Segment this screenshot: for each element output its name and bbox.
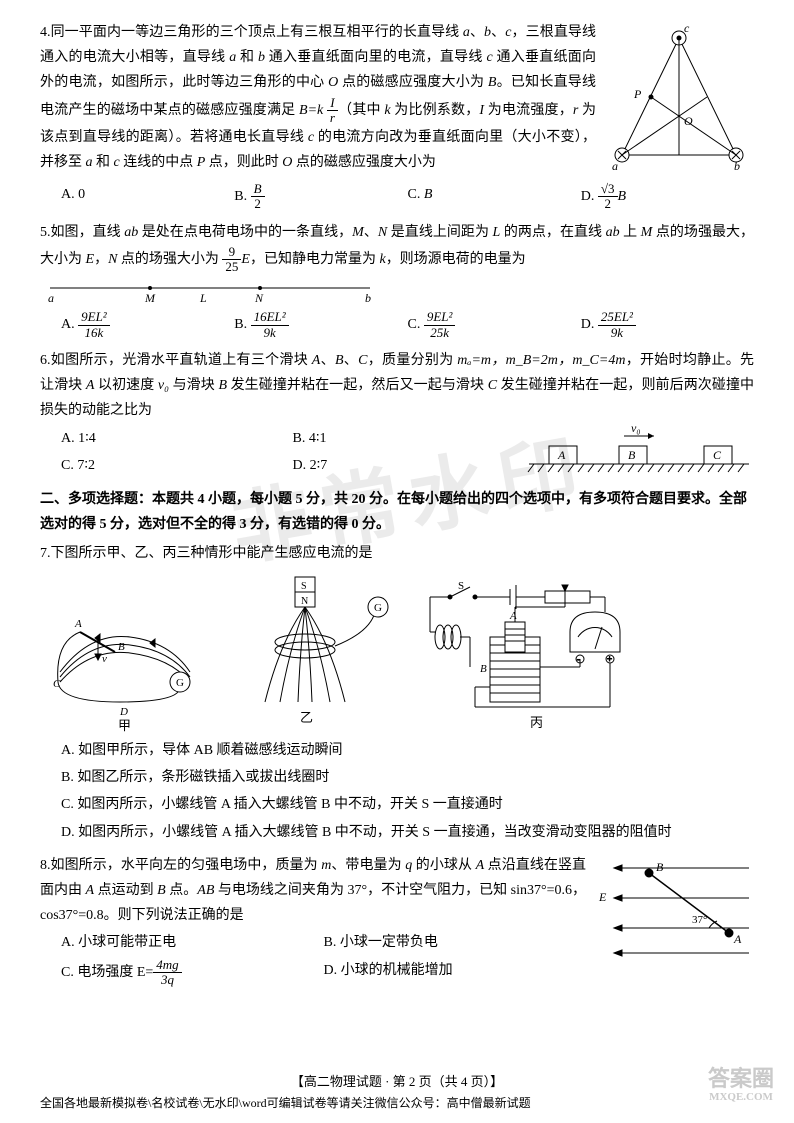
q7-number: 7.: [40, 546, 51, 561]
q6-options: A. 1∶4 B. 4∶1 C. 7∶2 D. 2∶7: [40, 424, 524, 478]
corner-l1: 答案圈: [708, 1067, 774, 1091]
svg-text:A: A: [557, 448, 566, 462]
label-b: b: [734, 159, 740, 173]
question-5: 5.如图，直线 ab 是处在点电荷电场中的一条直线，M、N 是直线上间距为 L …: [40, 220, 754, 340]
blocks-track-svg: A B C v₀: [524, 424, 754, 479]
svg-text:37°: 37°: [692, 914, 707, 926]
q5-text: 5.如图，直线 ab 是处在点电荷电场中的一条直线，M、N 是直线上间距为 L …: [40, 220, 754, 275]
q5-number: 5.: [40, 225, 51, 240]
q7-optB: B. 如图乙所示，条形磁铁插入或拔出线圈时: [61, 765, 754, 790]
q5-optB: B. 16EL²9k: [234, 310, 407, 340]
svg-text:A: A: [509, 610, 517, 622]
q6-number: 6.: [40, 353, 51, 368]
svg-text:B: B: [118, 641, 125, 653]
section-2-header: 二、多项选择题：本题共 4 小题，每小题 5 分，共 20 分。在每小题给出的四…: [40, 487, 754, 537]
q5-optD: D. 25EL²9k: [581, 310, 754, 340]
corner-logo: 答案圈 MXQE.COM: [708, 1067, 774, 1103]
q7-optA: A. 如图甲所示，导体 AB 顺着磁感线运动瞬间: [61, 738, 754, 763]
label-P: P: [633, 87, 642, 101]
q4-optB: B. B2: [234, 182, 407, 212]
svg-text:G: G: [374, 602, 382, 614]
svg-text:v: v: [102, 653, 107, 665]
label-c: c: [684, 21, 690, 35]
svg-text:v₀: v₀: [631, 424, 641, 435]
svg-text:S: S: [301, 581, 307, 592]
q6-optD: D. 2∶7: [293, 453, 525, 478]
q5-line-diagram: a M L N b: [40, 278, 754, 306]
line-ab-svg: a M L N b: [40, 278, 380, 306]
svg-text:B: B: [656, 860, 664, 874]
page-footer: 【高二物理试题 · 第 2 页（共 4 页）】: [0, 1070, 794, 1093]
q8-optB: B. 小球一定带负电: [324, 930, 587, 955]
q4-number: 4.: [40, 25, 51, 40]
q7-optD: D. 如图丙所示，小螺线管 A 插入大螺线管 B 中不动，开关 S 一直接通，当…: [61, 820, 754, 845]
svg-text:丙: 丙: [530, 715, 543, 730]
field-ball-svg: B A E 37°: [594, 853, 754, 963]
q6-optA: A. 1∶4: [61, 426, 293, 451]
q6-optC: C. 7∶2: [61, 453, 293, 478]
svg-text:C: C: [53, 678, 61, 690]
question-4: c a b P O 4.同一平面内一等边三角形的三个顶点上有三根互相平行的长直导…: [40, 20, 754, 212]
q8-optC: C. 电场强度 E=4mg3q: [61, 958, 324, 988]
q4-optD: D. √32B: [581, 182, 754, 212]
svg-text:B: B: [628, 448, 636, 462]
q4-figure: c a b P O: [604, 20, 754, 180]
q6-text: 6.如图所示，光滑水平直轨道上有三个滑块 A、B、C，质量分别为 mₐ=m，m_…: [40, 348, 754, 424]
svg-text:D: D: [119, 706, 128, 718]
q4-options: A. 0 B. B2 C. B D. √32B: [40, 182, 754, 212]
q5-optA: A. 9EL²16k: [61, 310, 234, 340]
corner-l2: MXQE.COM: [708, 1091, 774, 1103]
frac-I-r: Ir: [327, 96, 338, 126]
question-8: B A E 37° 8.如图所示，水平向左的匀强电场中，质量为 m、带电量为 q…: [40, 853, 754, 987]
frac-9-25: 925: [222, 245, 241, 275]
q7-text: 7.下图所示甲、乙、丙三种情形中能产生感应电流的是: [40, 541, 754, 566]
q8-optD: D. 小球的机械能增加: [324, 958, 587, 988]
question-7: 7.下图所示甲、乙、丙三种情形中能产生感应电流的是 A B: [40, 541, 754, 845]
q6-optB: B. 4∶1: [293, 426, 525, 451]
question-6: 6.如图所示，光滑水平直轨道上有三个滑块 A、B、C，质量分别为 mₐ=m，m_…: [40, 348, 754, 479]
q8-number: 8.: [40, 858, 51, 873]
triangle-wires-diagram: c a b P O: [604, 20, 754, 180]
q7-figures: A B C D G v 甲 S N: [40, 572, 754, 732]
svg-text:A: A: [733, 932, 742, 946]
q8-options: A. 小球可能带正电 B. 小球一定带负电 C. 电场强度 E=4mg3q D.…: [40, 928, 586, 987]
svg-text:N: N: [254, 291, 264, 305]
q7-optC: C. 如图丙所示，小螺线管 A 插入大螺线管 B 中不动，开关 S 一直接通时: [61, 792, 754, 817]
label-O: O: [684, 114, 693, 128]
svg-text:a: a: [48, 291, 54, 305]
svg-text:M: M: [144, 291, 156, 305]
q5-options: A. 9EL²16k B. 16EL²9k C. 9EL²25k D. 25EL…: [40, 310, 754, 340]
svg-text:C: C: [713, 448, 722, 462]
label-a: a: [612, 159, 618, 173]
svg-text:E: E: [598, 890, 607, 904]
svg-text:B: B: [480, 663, 487, 675]
svg-text:N: N: [301, 596, 308, 607]
q5-optC: C. 9EL²25k: [408, 310, 581, 340]
svg-text:甲: 甲: [118, 718, 131, 732]
q4-optC: C. B: [408, 182, 581, 212]
svg-text:G: G: [176, 677, 184, 689]
q8-figure: B A E 37°: [594, 853, 754, 963]
svg-text:+: +: [607, 654, 612, 664]
q8-optA: A. 小球可能带正电: [61, 930, 324, 955]
svg-text:S: S: [458, 580, 464, 592]
q4-optA: A. 0: [61, 182, 234, 212]
svg-text:乙: 乙: [300, 710, 313, 725]
q6-figure: A B C v₀: [524, 424, 754, 479]
footer-note: 全国各地最新模拟卷\名校试卷\无水印\word可编辑试卷等请关注微信公众号：高中…: [40, 1093, 531, 1115]
svg-text:b: b: [365, 291, 371, 305]
q7-three-diagrams: A B C D G v 甲 S N: [40, 572, 660, 732]
svg-text:A: A: [74, 618, 82, 630]
q7-options: A. 如图甲所示，导体 AB 顺着磁感线运动瞬间 B. 如图乙所示，条形磁铁插入…: [40, 738, 754, 845]
svg-text:L: L: [199, 291, 207, 305]
